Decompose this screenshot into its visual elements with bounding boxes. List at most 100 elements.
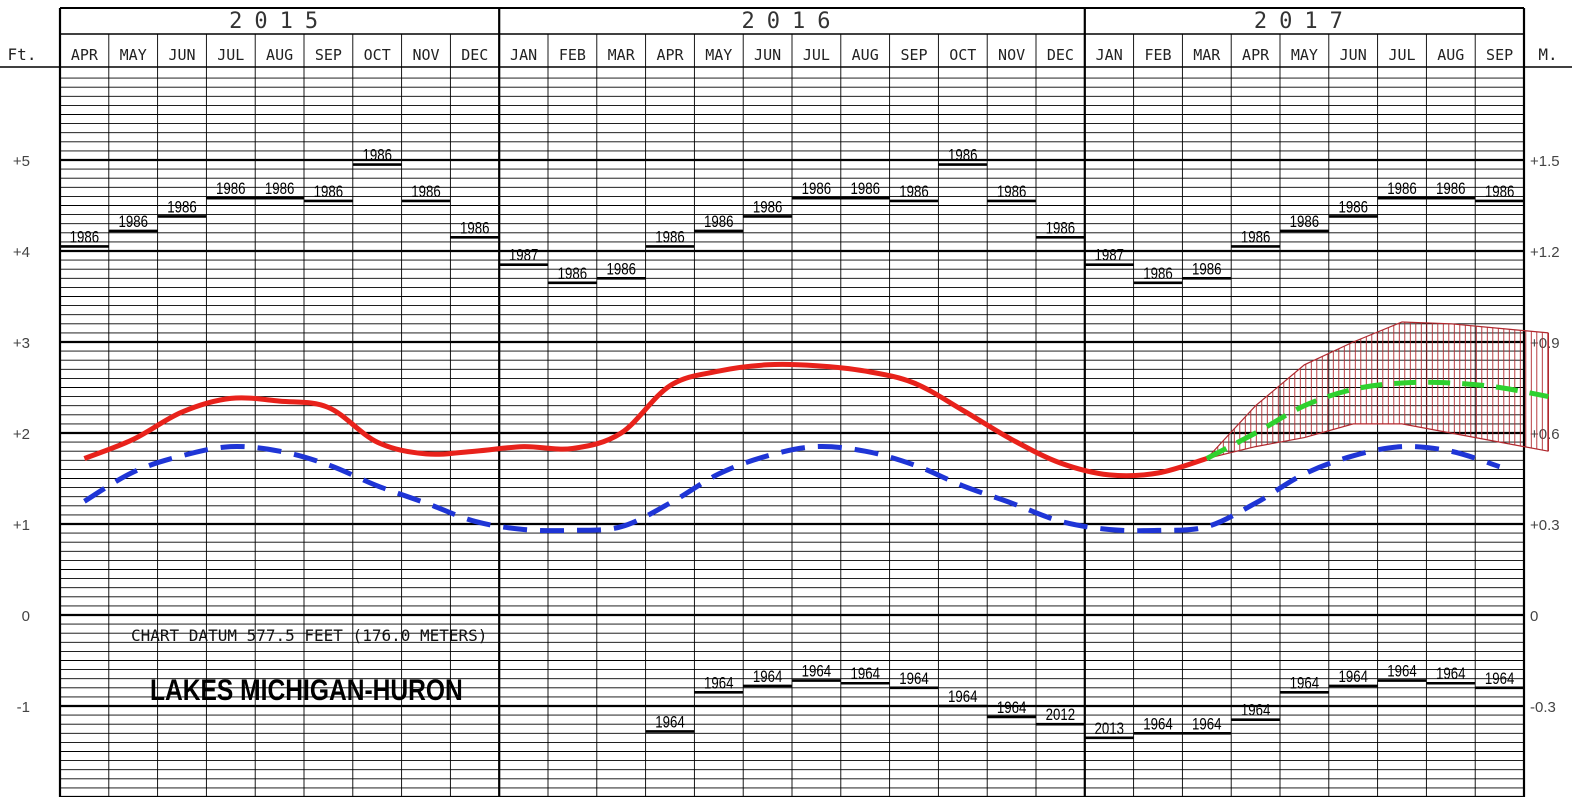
right-tick-label: +1.5 — [1530, 153, 1560, 170]
records: 1986 1986 1986 1986 1986 1986 1986 1986 1986 1987… — [60, 146, 1524, 740]
month-label: AUG — [852, 46, 879, 64]
record-lows-year-label: 1964 — [704, 674, 734, 693]
series — [83, 361, 1549, 534]
month-label: OCT — [364, 46, 391, 64]
record-highs-year-label: 1987 — [509, 246, 538, 265]
forecast-level-line — [1205, 379, 1549, 461]
record-highs-year-label: 1986 — [850, 180, 879, 199]
record-highs-year-label: 1986 — [216, 180, 245, 199]
record-highs-year-label: 1986 — [704, 212, 733, 231]
record-lows-year-label: 1964 — [1436, 665, 1466, 684]
month-label: NOV — [998, 46, 1025, 64]
record-lows-year-label: 2012 — [1046, 706, 1075, 725]
left-tick-label: +3 — [13, 335, 30, 352]
month-label: FEB — [1144, 46, 1171, 64]
right-tick-label: +0.6 — [1530, 426, 1560, 443]
record-lows-year-label: 1964 — [948, 688, 978, 707]
record-lows-year-label: 1964 — [1485, 669, 1515, 688]
month-label: APR — [656, 46, 684, 64]
record-lows-year-label: 1964 — [1387, 662, 1417, 681]
year-label: 2015 — [229, 9, 330, 34]
right-tick-label: +1.2 — [1530, 244, 1560, 261]
month-label: NOV — [412, 46, 439, 64]
month-label: JUL — [803, 46, 830, 64]
record-highs-year-label: 1986 — [802, 180, 831, 199]
record-highs-year-label: 1986 — [460, 219, 489, 238]
record-highs-year-label: 1986 — [1338, 198, 1367, 217]
left-axis-unit: Ft. — [8, 45, 37, 64]
left-tick-label: +1 — [13, 517, 30, 534]
year-label: 2017 — [1254, 9, 1355, 34]
recorded-level-line — [83, 361, 1208, 479]
long-term-average-line — [83, 443, 1501, 534]
month-label: APR — [1242, 46, 1270, 64]
left-tick-label: +4 — [13, 244, 30, 261]
right-tick-label: -0.3 — [1530, 699, 1556, 716]
record-highs-year-label: 1986 — [1387, 180, 1416, 199]
month-label: DEC — [1047, 46, 1074, 64]
record-highs-year-label: 1986 — [362, 146, 391, 165]
record-lows-year-label: 1964 — [1241, 701, 1271, 720]
record-lows-year-label: 1964 — [899, 669, 929, 688]
year-label: 2016 — [742, 9, 843, 34]
record-highs-year-label: 1986 — [655, 228, 684, 247]
month-label: MAY — [120, 46, 147, 64]
month-label: JAN — [1096, 46, 1123, 64]
month-label: MAY — [1291, 46, 1318, 64]
forecast-band — [1206, 321, 1550, 460]
record-highs-year-label: 1986 — [70, 228, 99, 247]
record-lows-year-label: 1964 — [753, 667, 783, 686]
month-label: MAR — [608, 46, 636, 64]
right-tick-label: +0.9 — [1530, 335, 1560, 352]
month-label: APR — [71, 46, 99, 64]
record-highs-year-label: 1986 — [118, 212, 147, 231]
left-tick-label: +5 — [13, 153, 30, 170]
record-lows-year-label: 1964 — [802, 662, 832, 681]
month-label: JUN — [1340, 46, 1367, 64]
record-highs-year-label: 1986 — [1241, 228, 1270, 247]
month-label: AUG — [1437, 46, 1464, 64]
record-lows-year-label: 1964 — [1143, 715, 1173, 734]
record-highs-year-label: 1986 — [314, 182, 343, 201]
record-highs-year-label: 1986 — [1046, 219, 1075, 238]
month-label: SEP — [315, 46, 342, 64]
left-tick-label: +2 — [13, 426, 30, 443]
month-label: JUL — [217, 46, 244, 64]
record-highs-year-label: 1986 — [899, 182, 928, 201]
record-lows-year-label: 2013 — [1094, 719, 1123, 738]
record-highs-year-label: 1986 — [1485, 182, 1514, 201]
right-tick-label: +0.3 — [1530, 517, 1560, 534]
record-highs-year-label: 1986 — [1436, 180, 1465, 199]
record-highs-year-label: 1986 — [411, 182, 440, 201]
month-label: JUL — [1388, 46, 1415, 64]
record-highs-year-label: 1986 — [1290, 212, 1319, 231]
record-lows-year-label: 1964 — [1290, 674, 1320, 693]
month-label: MAY — [705, 46, 732, 64]
record-highs-year-label: 1986 — [265, 180, 294, 199]
record-lows-year-label: 1964 — [1338, 667, 1368, 686]
record-highs-year-label: 1986 — [167, 198, 196, 217]
month-label: JAN — [510, 46, 537, 64]
month-label: SEP — [1486, 46, 1513, 64]
month-label: FEB — [559, 46, 586, 64]
record-highs-year-label: 1986 — [997, 182, 1026, 201]
chart-datum-annotation: CHART DATUM 577.5 FEET (176.0 METERS) — [131, 626, 487, 645]
record-highs-year-label: 1986 — [558, 264, 587, 283]
lake-title: LAKES MICHIGAN-HURON — [150, 673, 463, 707]
labels: 2015 2016 2017 APR MAY JUN JUL AUG SEP OCT NOV DEC J… — [8, 9, 1560, 716]
month-label: OCT — [949, 46, 976, 64]
month-label: SEP — [900, 46, 927, 64]
record-lows-year-label: 1964 — [997, 698, 1027, 717]
right-axis-unit: M. — [1538, 45, 1557, 64]
record-highs-year-label: 1986 — [948, 146, 977, 165]
record-highs-year-label: 1986 — [606, 260, 635, 279]
forecast-lower-bound — [1206, 423, 1549, 460]
record-lows-year-label: 1964 — [1192, 715, 1222, 734]
left-tick-label: -1 — [17, 699, 30, 716]
record-highs-year-label: 1986 — [1143, 264, 1172, 283]
month-label: DEC — [461, 46, 488, 64]
record-highs-year-label: 1986 — [753, 198, 782, 217]
record-lows-year-label: 1964 — [655, 713, 685, 732]
record-highs-year-label: 1986 — [1192, 260, 1221, 279]
record-lows-year-label: 1964 — [850, 665, 880, 684]
